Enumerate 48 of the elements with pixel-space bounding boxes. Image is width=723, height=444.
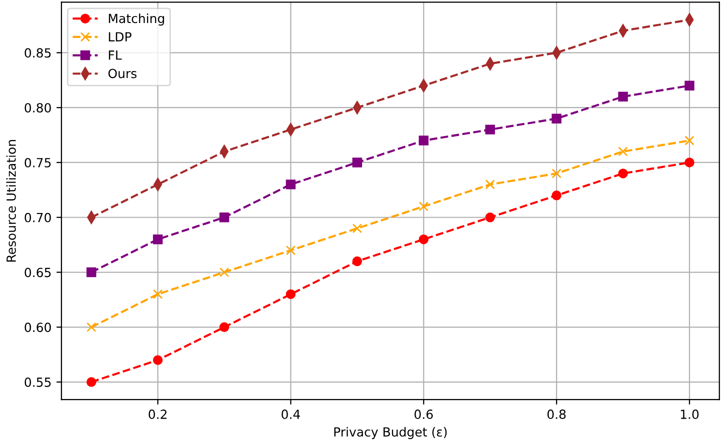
point [219,267,230,278]
point [485,180,495,190]
point [152,355,163,365]
point [286,180,296,190]
y-tick-label: 0.70 [24,212,51,222]
point [418,136,429,146]
x-tick-label: 0.2 [148,410,167,419]
point [152,289,163,300]
point [618,92,628,102]
point [552,168,562,178]
x-tick-label: 1.0 [680,410,699,419]
y-axis-title: Resource Utilization [6,140,16,262]
point [286,289,296,300]
point [684,136,694,146]
point [86,267,96,278]
legend-label: Ours [108,68,137,78]
point [485,212,495,222]
point [552,114,562,124]
x-axis-title: Privacy Budget (ε) [334,426,447,440]
point [684,158,694,168]
y-tick-label: 0.80 [24,103,51,113]
y-tick-label: 0.75 [24,158,51,168]
point [286,245,296,256]
x-tick-label: 0.4 [282,410,300,419]
point [418,202,429,212]
y-tick-label: 0.60 [24,322,51,332]
point [86,377,96,387]
point [618,146,628,156]
point [618,168,628,178]
legend-label: LDP [108,32,132,42]
point [352,158,362,168]
point [352,256,362,266]
point [219,212,230,222]
point [552,190,562,200]
point [684,80,694,91]
point [219,322,230,332]
y-tick-label: 0.65 [24,268,51,278]
x-tick-label: 0.8 [547,410,566,419]
legend-label: FL [108,50,122,60]
point [418,234,429,244]
point [485,124,495,134]
legend-label: Matching [108,13,164,26]
y-tick-label: 0.55 [24,378,51,387]
point [86,322,96,332]
y-tick-label: 0.85 [24,48,51,58]
point [152,234,163,244]
x-tick-label: 0.6 [414,410,433,419]
point [352,223,362,234]
